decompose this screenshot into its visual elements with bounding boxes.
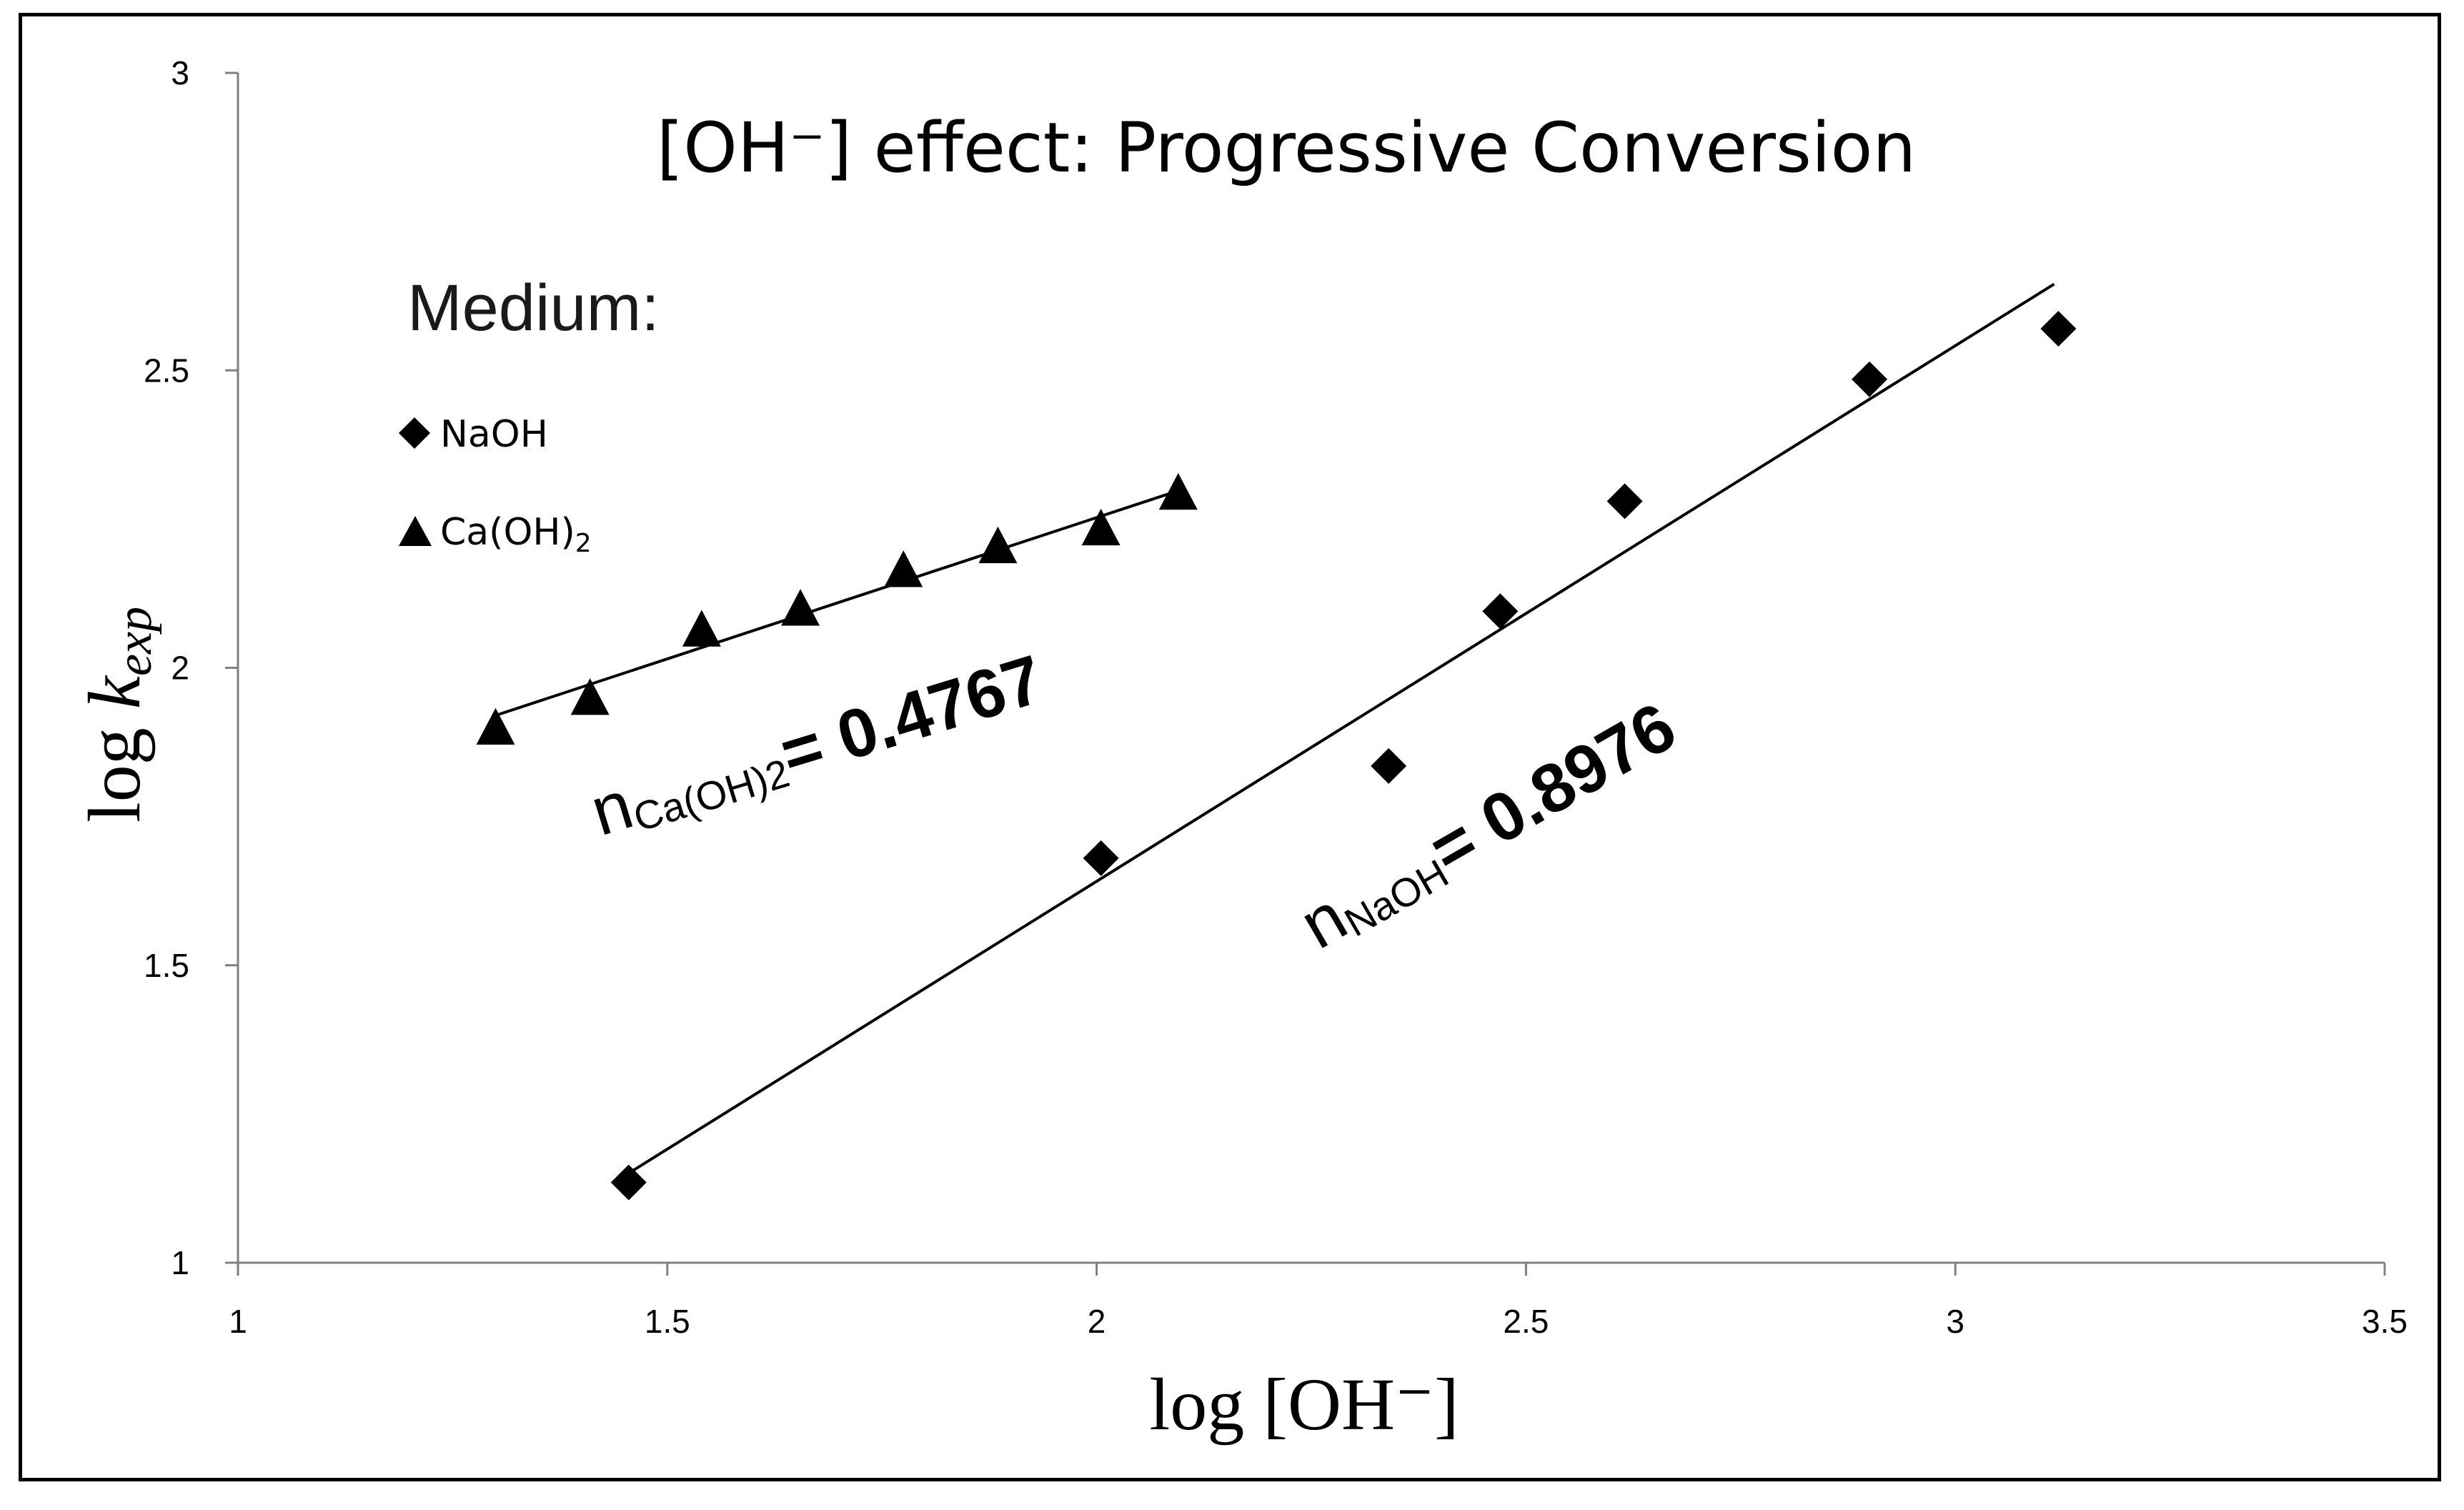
x-tick-label: 2	[1088, 1303, 1106, 1340]
point-caoh2	[1081, 508, 1121, 546]
fit-lines	[495, 282, 2055, 1172]
x-tick-label: 1.5	[645, 1303, 690, 1340]
legend-caoh2-name: Ca(OH)	[440, 511, 575, 554]
axes	[237, 73, 2385, 1264]
x-tick-label: 3	[1946, 1303, 1964, 1340]
annotation-caoh2: nCa(OH)2= 0.4767	[582, 641, 1052, 851]
point-caoh2	[978, 526, 1018, 564]
point-naoh	[610, 1164, 647, 1201]
y-axis-title-sub: exp	[107, 607, 162, 676]
y-tick-label: 3	[171, 54, 189, 91]
point-naoh	[1482, 593, 1519, 630]
y-tick-label: 1	[171, 1244, 189, 1281]
point-caoh2	[570, 678, 610, 715]
x-tick-label: 1	[229, 1303, 247, 1340]
data-points	[476, 310, 2077, 1201]
y-ticks: 1 1.5 2 2.5 3	[144, 54, 238, 1281]
fit-line-naoh	[632, 282, 2055, 1172]
legend-title: Medium:	[407, 272, 660, 344]
point-naoh	[1606, 483, 1643, 520]
x-tick-label: 3.5	[2362, 1303, 2408, 1340]
x-axis-title: log [OH⁻]	[1149, 1364, 1459, 1446]
chart-title: [OH⁻] effect: Progressive Conversion	[657, 108, 1916, 188]
legend-caoh2-sub: 2	[575, 529, 592, 558]
y-tick-label: 2	[171, 650, 189, 687]
point-naoh	[1371, 747, 1407, 784]
chart-frame	[19, 13, 2441, 1481]
point-naoh	[2040, 310, 2077, 347]
legend-caoh2-label: Ca(OH)2	[440, 511, 592, 558]
fit-line-caoh2	[495, 487, 1183, 717]
annotation-caoh2-sub: Ca(OH)2	[628, 750, 795, 840]
annotation-caoh2-value: = 0.4767	[772, 641, 1051, 793]
point-caoh2	[1158, 472, 1198, 510]
annotation-naoh-sub: NaOH	[1337, 850, 1456, 945]
point-caoh2	[884, 550, 923, 587]
legend-naoh-marker	[399, 417, 430, 449]
y-tick-label: 2.5	[144, 352, 189, 389]
legend: Medium: NaOH Ca(OH)2	[399, 272, 660, 558]
y-axis-title-log: log	[74, 709, 156, 823]
x-ticks: 1 1.5 2 2.5 3 3.5	[229, 1263, 2408, 1340]
y-axis-title-k: k	[74, 675, 156, 709]
annotation-naoh-value: = 0.8976	[1417, 688, 1688, 889]
y-tick-label: 1.5	[144, 947, 189, 984]
y-axis-title: log kexp	[74, 607, 162, 823]
legend-naoh-label: NaOH	[440, 413, 548, 456]
legend-caoh2-marker	[399, 516, 432, 546]
annotation-naoh: nNaOH= 0.8976	[1288, 688, 1689, 964]
x-tick-label: 2.5	[1503, 1303, 1549, 1340]
point-caoh2	[781, 589, 820, 626]
point-caoh2	[476, 707, 515, 745]
point-naoh	[1083, 840, 1119, 876]
point-naoh	[1852, 361, 1888, 397]
point-caoh2	[682, 610, 721, 647]
